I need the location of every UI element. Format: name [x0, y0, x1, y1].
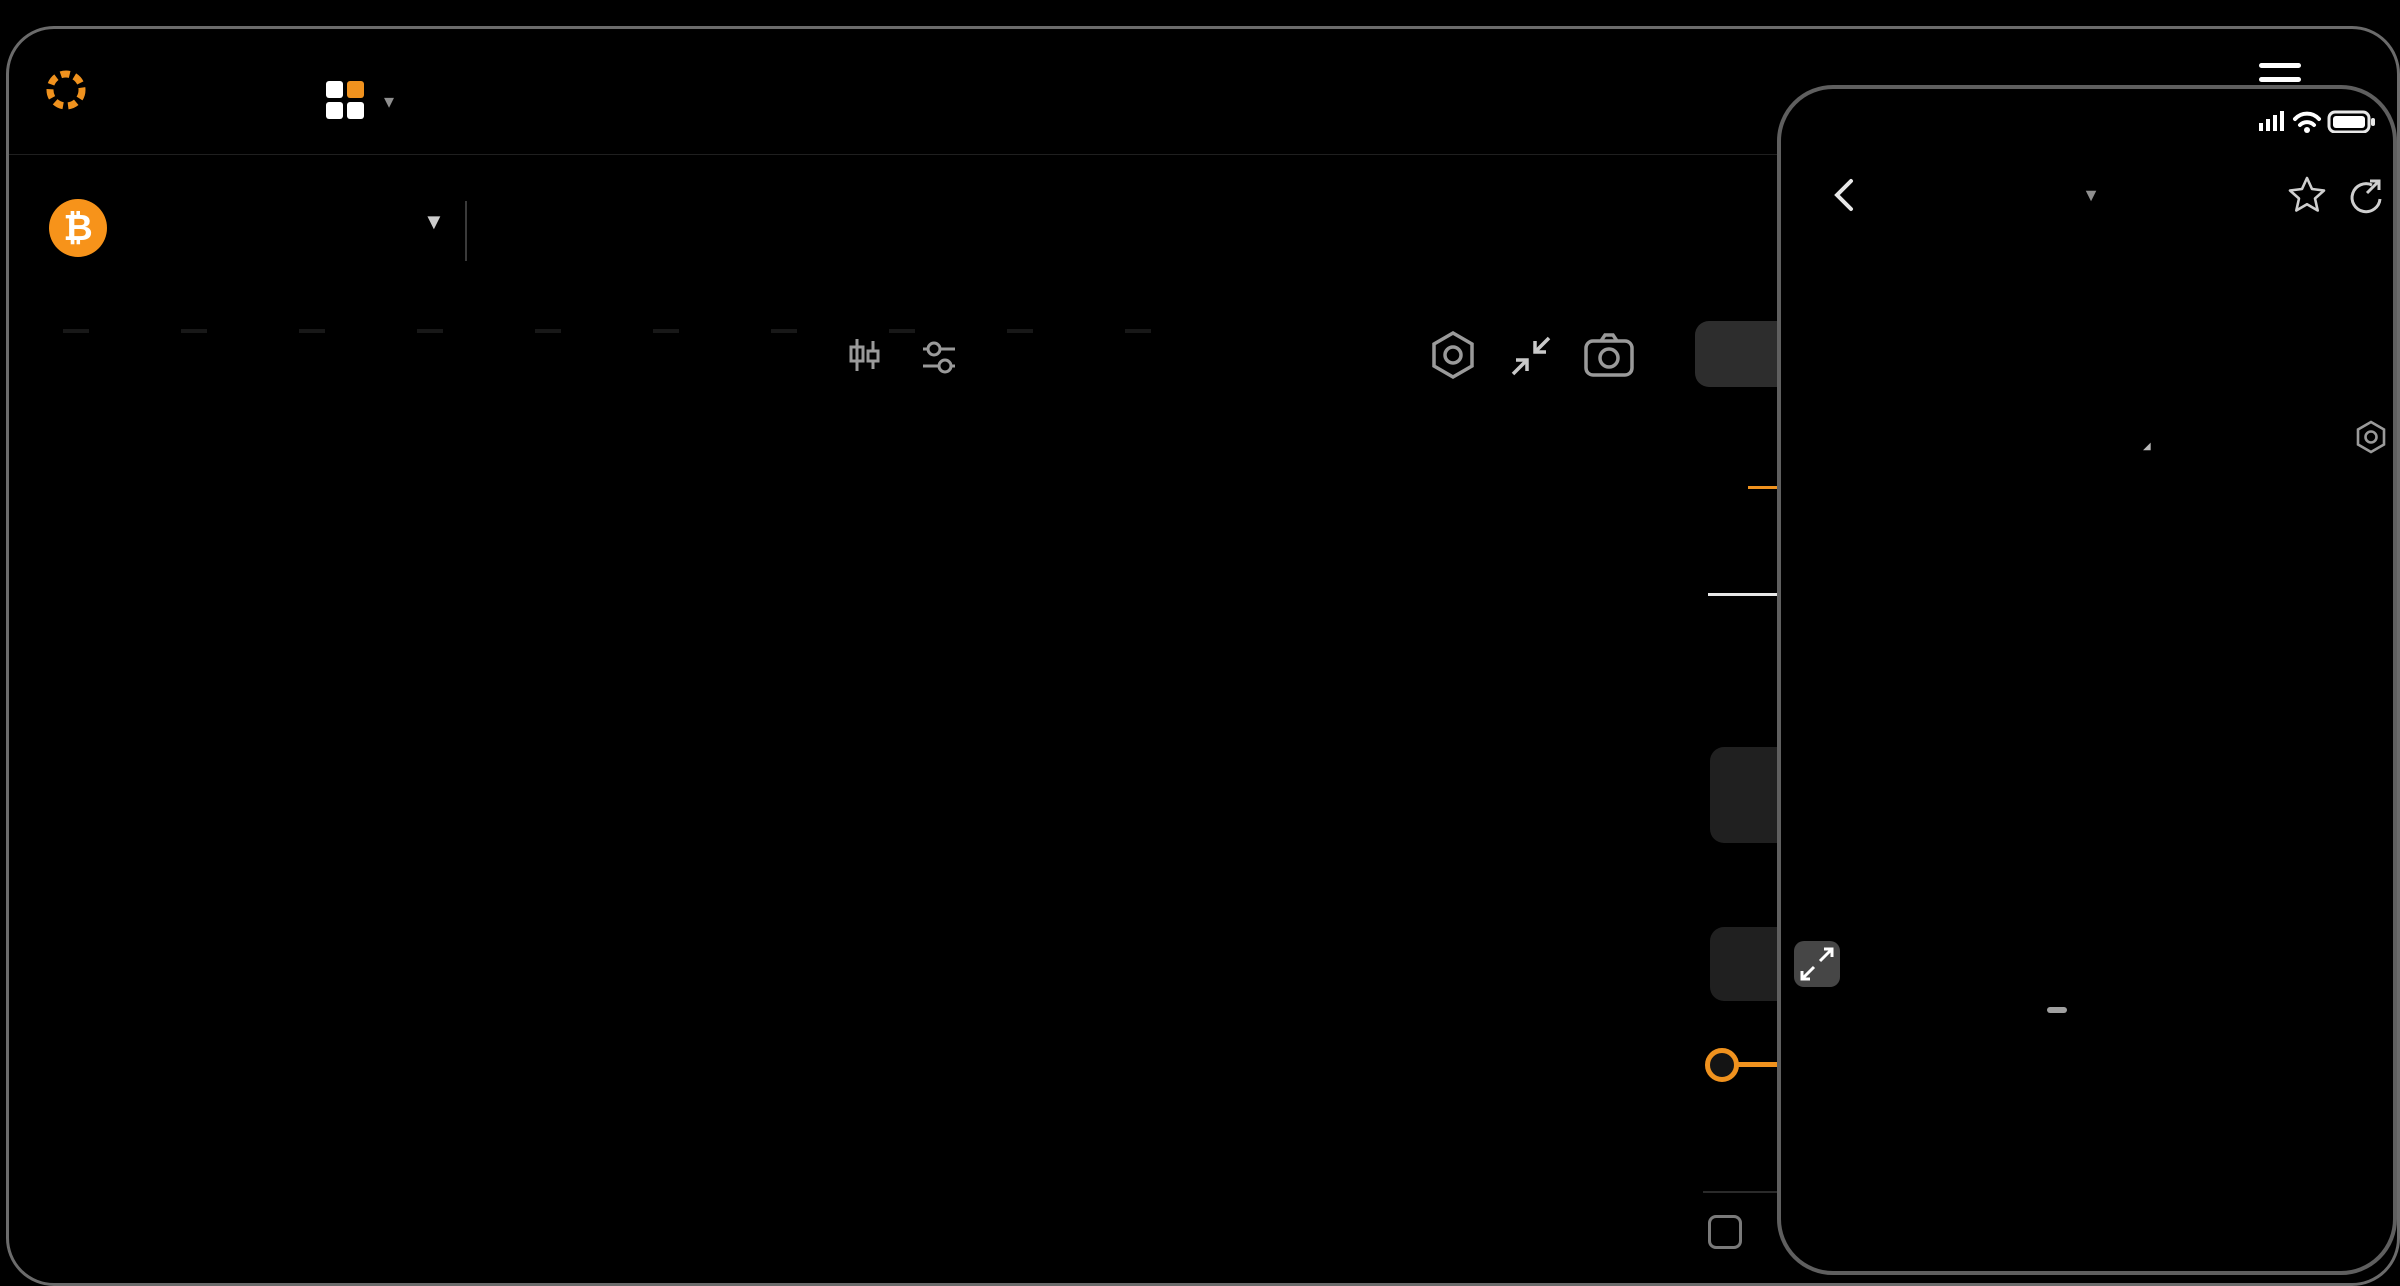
apps-grid-icon[interactable]: ▾ — [326, 81, 396, 125]
slider-handle[interactable] — [1705, 1048, 1739, 1082]
tab-underline — [1708, 593, 1780, 596]
phone-overlay: ▼ ◢ — [1777, 85, 2397, 1275]
tab-indicator — [1748, 486, 1798, 489]
chart-settings-icon[interactable] — [1427, 329, 1479, 381]
chevron-down-icon: ▾ — [384, 91, 395, 113]
divider — [465, 201, 467, 261]
divider — [9, 154, 2397, 155]
crosshair-date-tooltip — [2047, 1007, 2067, 1013]
candle-style-icon[interactable] — [845, 335, 885, 375]
signal-icon — [2259, 111, 2284, 131]
grid-square — [326, 102, 343, 119]
grid-square — [347, 81, 364, 98]
chevron-down-icon: ▼ — [423, 209, 445, 234]
svg-text:₿: ₿ — [63, 208, 92, 249]
chevron-down-icon: ▼ — [2082, 185, 2100, 205]
collapse-icon[interactable] — [1506, 331, 1556, 381]
back-icon[interactable] — [1831, 177, 1857, 213]
grid-square — [347, 102, 364, 119]
indicator-settings-icon[interactable] — [917, 335, 961, 379]
camera-icon[interactable] — [1582, 329, 1636, 381]
favorite-star-icon[interactable] — [2287, 175, 2327, 215]
divider — [1703, 1191, 1798, 1193]
logo[interactable] — [43, 63, 95, 117]
clipped-text-row — [63, 329, 1163, 333]
expand-icon[interactable] — [1794, 941, 1840, 987]
logo-ring-icon — [46, 70, 86, 110]
battery-icon — [2327, 110, 2375, 133]
btc-icon: ₿ — [49, 199, 107, 257]
wifi-icon — [2293, 111, 2321, 133]
tp-sl-checkbox[interactable] — [1708, 1215, 1742, 1249]
amount-slider[interactable] — [1716, 1062, 1798, 1067]
symbol-selector[interactable]: ▼ — [1781, 177, 2393, 211]
phone-chart[interactable] — [1781, 89, 2393, 1271]
status-icons — [2259, 110, 2375, 133]
more-caret-icon: ◢ — [2143, 441, 2151, 452]
share-icon[interactable] — [2347, 177, 2385, 215]
grid-square — [326, 81, 343, 98]
phone-chart-settings-icon[interactable] — [2353, 419, 2389, 455]
